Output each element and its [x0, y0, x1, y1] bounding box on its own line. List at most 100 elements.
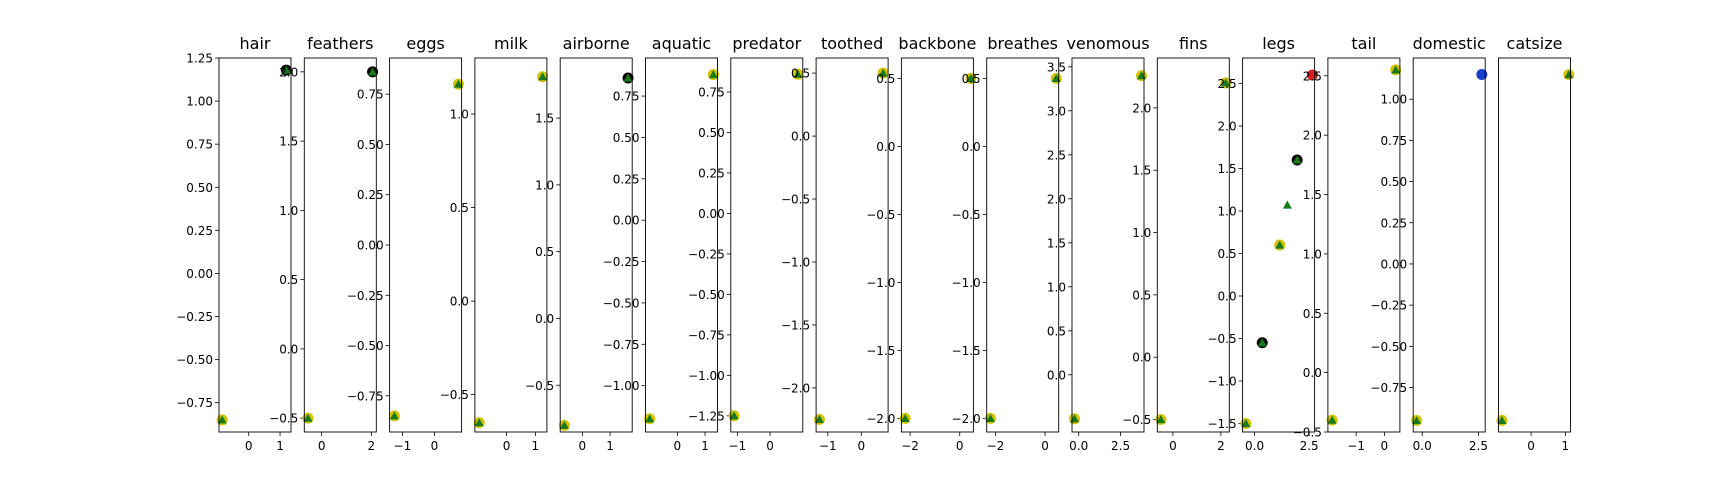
- subplot-milk: milk −0.5 0.0 0.5 1.0 0 1: [440, 34, 549, 453]
- y-tick-label: 0.5: [1132, 288, 1151, 302]
- y-tick-label: 0.5: [450, 201, 469, 215]
- data-point-triangle: [1391, 65, 1401, 74]
- y-tick-label: 0.0: [876, 140, 895, 154]
- subplot-toothed: toothed −2.0 −1.5 −1.0 −0.5 0.0 0.5 −1 0: [781, 34, 889, 453]
- subplot-title: toothed: [821, 34, 883, 53]
- x-tick-label: 0.0: [1245, 439, 1264, 453]
- y-tick-label: −2.0: [866, 412, 895, 426]
- data-point-triangle: [1221, 78, 1231, 87]
- axes-frame: [1242, 57, 1316, 433]
- data-point-triangle: [1327, 415, 1337, 424]
- y-tick-label: 2.5: [1303, 69, 1322, 83]
- x-tick-label: 0: [318, 439, 326, 453]
- data-point-triangle: [217, 415, 227, 424]
- axes-frame: [645, 57, 718, 433]
- y-tick-label: 0.0: [962, 140, 981, 154]
- y-tick-label: 2.0: [279, 65, 298, 79]
- y-tick-label: 0.25: [357, 188, 384, 202]
- subplot-title: tail: [1351, 34, 1376, 53]
- y-tick-label: 1.00: [1380, 93, 1407, 107]
- y-tick-label: 0.00: [357, 239, 384, 253]
- subplot-title: fins: [1179, 34, 1208, 53]
- y-tick-label: −0.75: [688, 328, 725, 342]
- y-tick-label: 0.75: [698, 86, 725, 100]
- y-tick-label: −0.50: [176, 353, 213, 367]
- y-tick-label: −0.5: [866, 208, 895, 222]
- data-point-triangle: [1275, 240, 1285, 249]
- subplot-title: legs: [1262, 34, 1295, 53]
- y-tick-label: −1.0: [952, 276, 981, 290]
- y-tick-label: 0.0: [1132, 351, 1151, 365]
- x-tick-label: 2.5: [1469, 439, 1488, 453]
- subplot-title: airborne: [563, 34, 630, 53]
- y-tick-label: 1.5: [1303, 188, 1322, 202]
- data-point-triangle: [985, 413, 995, 422]
- y-tick-label: −0.50: [688, 288, 725, 302]
- x-tick-label: 0: [1381, 439, 1389, 453]
- subplot-tail: tail −0.5 0.0 0.5 1.0 1.5 2.0 2.5 −1 0: [1293, 34, 1402, 453]
- y-tick-label: −0.75: [347, 389, 384, 403]
- y-tick-label: 0.5: [1303, 307, 1322, 321]
- x-tick-label: 1: [276, 439, 284, 453]
- y-tick-label: 0.00: [186, 267, 213, 281]
- y-tick-label: −0.25: [1370, 299, 1407, 313]
- y-tick-label: 1.5: [1218, 162, 1237, 176]
- y-tick-label: 0.75: [357, 88, 384, 102]
- x-tick-label: 0: [431, 439, 439, 453]
- y-tick-label: −0.75: [176, 396, 213, 410]
- y-tick-label: −2.0: [952, 412, 981, 426]
- data-point-triangle: [453, 79, 463, 88]
- y-tick-label: −0.5: [1122, 413, 1151, 427]
- y-tick-label: −0.5: [269, 412, 298, 426]
- y-tick-label: −0.25: [347, 289, 384, 303]
- y-tick-label: 3.0: [1047, 104, 1066, 118]
- data-point-triangle: [1156, 415, 1166, 424]
- subplot-title: breathes: [987, 34, 1058, 53]
- x-tick-label: 0.0: [1069, 439, 1088, 453]
- y-tick-label: 0.75: [1380, 134, 1407, 148]
- y-tick-label: 2.5: [1218, 77, 1237, 91]
- y-tick-label: 0.75: [186, 138, 213, 152]
- y-tick-label: 0.0: [279, 342, 298, 356]
- subplot-title: backbone: [898, 34, 976, 53]
- subplot-eggs: eggs −0.75 −0.50 −0.25 0.00 0.25 0.50 0.75 −1 0: [347, 34, 464, 453]
- x-tick-label: 2.5: [1300, 439, 1319, 453]
- y-tick-label: 1.0: [1047, 280, 1066, 294]
- x-tick-label: 2: [1217, 439, 1225, 453]
- axes-frame: [1498, 57, 1571, 433]
- y-tick-label: 0.50: [613, 131, 640, 145]
- y-tick-label: 2.0: [1132, 101, 1151, 115]
- y-tick-label: 0.5: [1047, 324, 1066, 338]
- y-tick-label: −0.50: [347, 339, 384, 353]
- y-tick-label: 0.25: [698, 166, 725, 180]
- y-tick-label: −2.0: [781, 381, 810, 395]
- axes-frame: [1071, 57, 1145, 433]
- subplot-backbone: backbone −2.0 −1.5 −1.0 −0.5 0.0 0.5 −2 0: [866, 34, 977, 453]
- data-point-triangle: [281, 65, 291, 74]
- data-point-circle: [1306, 69, 1318, 81]
- data-point-triangle: [729, 411, 739, 420]
- data-point-triangle: [1282, 200, 1292, 209]
- subplot-title: domestic: [1413, 34, 1486, 53]
- x-tick-label: 0: [956, 439, 964, 453]
- x-tick-label: 0: [674, 439, 682, 453]
- data-point-triangle: [708, 70, 718, 79]
- subplot-catsize: catsize 0 1: [1496, 34, 1575, 453]
- subplot-venomous: venomous 0.0 0.5 1.0 1.5 2.0 2.5 3.0 3.5 0.0 2.5: [1047, 34, 1150, 453]
- y-tick-label: −1.0: [866, 276, 895, 290]
- y-tick-label: 0.5: [876, 72, 895, 86]
- subplot-aquatic: aquatic −1.00 −0.75 −0.50 −0.25 0.00 0.25 0.50 0…: [603, 34, 719, 453]
- y-tick-label: 0.0: [1218, 290, 1237, 304]
- y-tick-label: −0.5: [1207, 332, 1236, 346]
- y-tick-label: 1.5: [535, 112, 554, 126]
- subplot-hair: hair −0.75 −0.50 −0.25 0.00 0.25 0.50 0.75 1.00 1…: [176, 34, 292, 453]
- y-tick-label: −1.0: [1207, 375, 1236, 389]
- y-tick-label: −0.5: [525, 379, 554, 393]
- y-tick-label: 1.00: [186, 95, 213, 109]
- x-tick-label: −1: [819, 439, 837, 453]
- y-tick-label: 0.50: [357, 138, 384, 152]
- data-point-triangle: [1257, 338, 1267, 347]
- subplot-feathers: feathers −0.5 0.0 0.5 1.0 1.5 2.0 0 2: [269, 34, 379, 453]
- data-point-triangle: [368, 67, 378, 76]
- y-tick-label: 2.5: [1047, 148, 1066, 162]
